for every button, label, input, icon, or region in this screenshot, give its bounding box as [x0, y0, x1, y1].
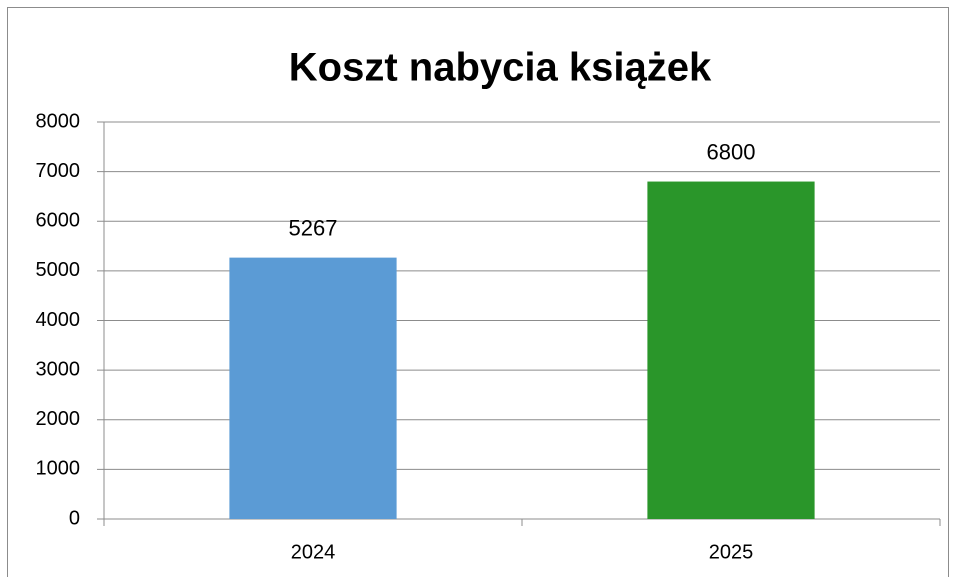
- x-tick-label: 2025: [709, 541, 754, 563]
- y-tick-label: 0: [69, 507, 80, 529]
- y-tick-label: 5000: [36, 259, 81, 281]
- bar: [229, 257, 397, 519]
- y-tick-label: 2000: [36, 408, 81, 430]
- data-label: 5267: [289, 215, 338, 240]
- bar: [647, 181, 815, 520]
- y-tick-label: 4000: [36, 309, 81, 331]
- y-tick-label: 1000: [36, 458, 81, 480]
- data-label: 6800: [707, 139, 756, 164]
- x-tick-label: 2024: [291, 541, 336, 563]
- y-tick-label: 3000: [36, 358, 81, 380]
- y-tick-label: 7000: [36, 160, 81, 182]
- y-tick-label: 6000: [36, 210, 81, 232]
- y-tick-label: 8000: [36, 110, 81, 132]
- chart-title: Koszt nabycia książek: [289, 46, 712, 90]
